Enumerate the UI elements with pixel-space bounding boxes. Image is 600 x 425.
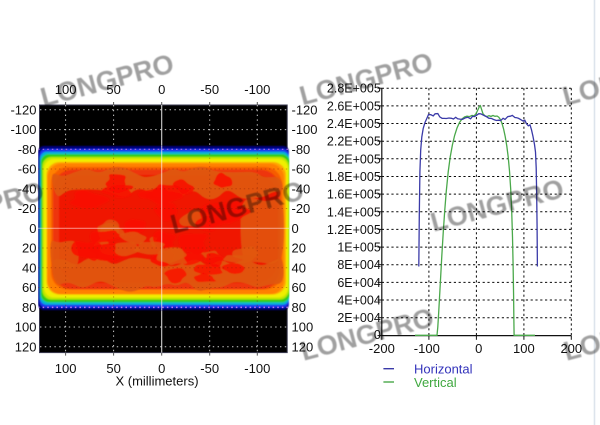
svg-text:-200: -200 <box>369 341 395 356</box>
svg-text:1E+005: 1E+005 <box>337 241 380 255</box>
svg-text:120: 120 <box>292 339 314 354</box>
svg-text:0: 0 <box>475 341 482 356</box>
svg-text:-100: -100 <box>244 82 270 97</box>
svg-text:20: 20 <box>22 241 36 256</box>
svg-text:Horizontal: Horizontal <box>414 362 473 377</box>
svg-text:-100: -100 <box>292 122 318 137</box>
svg-text:0: 0 <box>158 361 165 376</box>
svg-text:100: 100 <box>513 341 535 356</box>
svg-text:1.4E+005: 1.4E+005 <box>327 205 381 219</box>
svg-text:80: 80 <box>292 300 306 315</box>
svg-text:-60: -60 <box>292 162 311 177</box>
svg-text:100: 100 <box>55 82 77 97</box>
svg-text:6E+004: 6E+004 <box>337 276 380 290</box>
svg-text:40: 40 <box>292 260 306 275</box>
svg-text:80: 80 <box>22 300 36 315</box>
svg-text:50: 50 <box>106 82 120 97</box>
svg-text:0: 0 <box>374 328 381 342</box>
svg-text:-80: -80 <box>18 142 37 157</box>
svg-text:2.6E+005: 2.6E+005 <box>327 99 381 113</box>
svg-text:-100: -100 <box>10 122 36 137</box>
svg-text:100: 100 <box>292 320 314 335</box>
svg-text:-120: -120 <box>292 102 318 117</box>
svg-text:120: 120 <box>15 339 37 354</box>
svg-text:1.6E+005: 1.6E+005 <box>327 188 381 202</box>
svg-text:-80: -80 <box>292 142 311 157</box>
svg-text:8E+004: 8E+004 <box>337 258 380 272</box>
svg-text:2.8E+005: 2.8E+005 <box>327 82 381 96</box>
svg-text:4E+004: 4E+004 <box>337 294 380 308</box>
svg-text:60: 60 <box>22 280 36 295</box>
svg-text:60: 60 <box>292 280 306 295</box>
svg-text:1.8E+005: 1.8E+005 <box>327 170 381 184</box>
svg-text:50: 50 <box>106 361 120 376</box>
svg-text:-20: -20 <box>292 201 311 216</box>
svg-text:X (millimeters): X (millimeters) <box>115 374 198 389</box>
svg-text:-100: -100 <box>414 341 440 356</box>
svg-text:200: 200 <box>560 341 582 356</box>
svg-text:-120: -120 <box>10 102 36 117</box>
svg-text:20: 20 <box>292 241 306 256</box>
svg-text:1.2E+005: 1.2E+005 <box>327 223 381 237</box>
svg-text:0: 0 <box>29 221 36 236</box>
svg-text:-40: -40 <box>292 181 311 196</box>
svg-text:-60: -60 <box>18 162 37 177</box>
svg-text:2.2E+005: 2.2E+005 <box>327 135 381 149</box>
svg-text:40: 40 <box>22 260 36 275</box>
svg-text:Vertical: Vertical <box>414 375 457 390</box>
svg-text:-100: -100 <box>244 361 270 376</box>
svg-text:-50: -50 <box>200 361 219 376</box>
svg-text:100: 100 <box>55 361 77 376</box>
svg-text:LONGPRO: LONGPRO <box>427 173 567 237</box>
svg-text:2.4E+005: 2.4E+005 <box>327 117 381 131</box>
svg-text:-50: -50 <box>200 82 219 97</box>
svg-text:-40: -40 <box>18 181 37 196</box>
svg-text:0: 0 <box>292 221 299 236</box>
svg-text:0: 0 <box>158 82 165 97</box>
svg-text:LONGPRO: LONGPRO <box>37 48 177 112</box>
svg-text:2E+005: 2E+005 <box>337 152 380 166</box>
svg-text:2E+004: 2E+004 <box>337 311 380 325</box>
svg-text:-20: -20 <box>18 201 37 216</box>
svg-text:100: 100 <box>15 320 37 335</box>
